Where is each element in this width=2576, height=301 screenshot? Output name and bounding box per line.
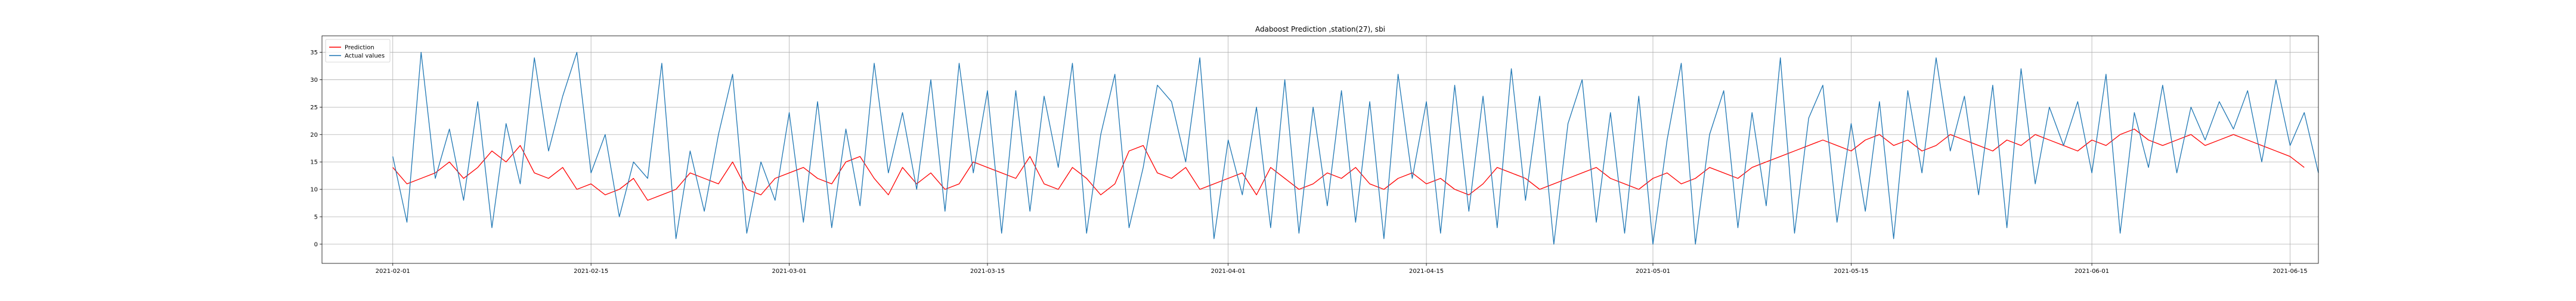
y-tick-label: 30	[310, 77, 318, 84]
x-tick-label: 2021-06-01	[2075, 268, 2109, 275]
x-tick-label: 2021-05-15	[1834, 268, 1868, 275]
y-tick-label: 20	[310, 132, 318, 139]
legend-label: Prediction	[345, 45, 374, 51]
x-tick-label: 2021-05-01	[1636, 268, 1670, 275]
y-tick-label: 35	[310, 50, 318, 56]
legend: Prediction Actual values	[325, 39, 391, 63]
grid	[322, 36, 2318, 263]
x-tick-label: 2021-04-15	[1409, 268, 1444, 275]
x-tick-label: 2021-02-15	[574, 268, 608, 275]
y-tick-label: 15	[310, 159, 318, 166]
y-tick-label: 0	[314, 241, 318, 248]
series-line-prediction	[392, 128, 2305, 201]
series-line-actual	[392, 51, 2319, 245]
chart-title: Adaboost Prediction ,station(27), sbi	[1255, 25, 1385, 33]
y-tick-label: 10	[310, 187, 318, 194]
x-tick-label: 2021-03-01	[772, 268, 807, 275]
axes: 2021-02-01 2021-02-15 2021-03-01 2021-03-15…	[310, 35, 2319, 275]
series-group	[392, 51, 2319, 245]
plot-frame	[321, 35, 2319, 264]
x-tick-label: 2021-04-01	[1211, 268, 1246, 275]
legend-box	[325, 39, 391, 63]
y-tick-label: 25	[310, 105, 318, 111]
x-tick-label: 2021-03-15	[970, 268, 1005, 275]
y-tick-label: 5	[314, 214, 318, 220]
legend-label: Actual values	[345, 53, 385, 60]
x-tick-label: 2021-02-01	[376, 268, 410, 275]
x-tick-label: 2021-06-15	[2272, 268, 2307, 275]
